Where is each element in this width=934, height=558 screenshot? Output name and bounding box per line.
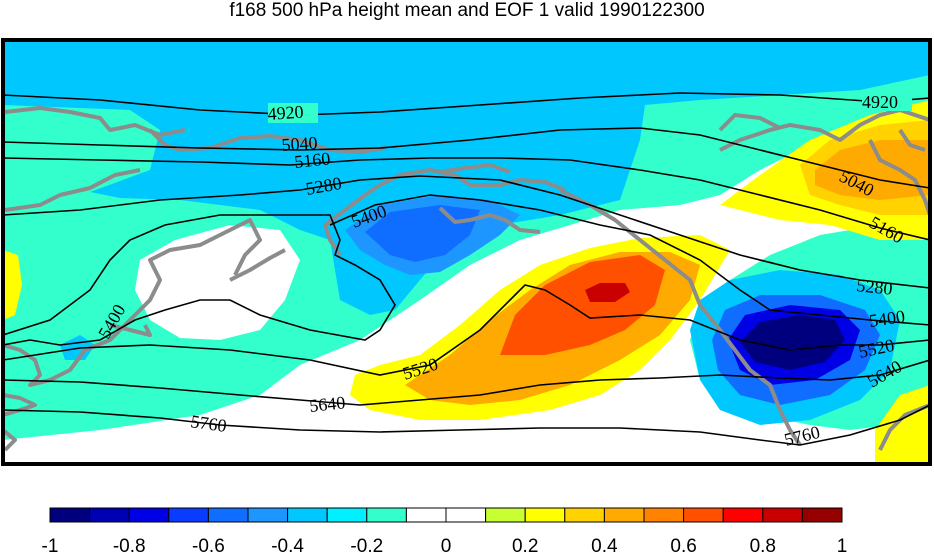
colorbar-bin (366, 507, 407, 523)
contour-5520 (3, 284, 930, 376)
contour-label: 5160 (293, 148, 331, 172)
contour-label: 4920 (267, 102, 304, 124)
contour-5160 (3, 157, 930, 241)
contour-5640 (3, 359, 930, 406)
contour-label: 5760 (189, 411, 227, 436)
colorbar-bin (683, 507, 724, 523)
colorbar-tick-label: -0.4 (271, 536, 304, 557)
colorbar-tick-label: 0 (440, 536, 452, 557)
colorbar-bin (524, 507, 566, 523)
colorbar-tick-label: 1 (836, 536, 848, 557)
colorbar-bin (564, 507, 605, 523)
contour-5040 (3, 127, 930, 189)
colorbar-bin (128, 507, 170, 523)
colorbar-tick-label: 0.6 (670, 536, 697, 557)
contour-label: 5040 (281, 133, 318, 155)
colorbar-bin (207, 507, 249, 523)
colorbar-tick-label: 0.8 (749, 536, 777, 557)
shading-neg-08-east (740, 315, 845, 370)
colorbar-bin (801, 507, 843, 523)
shading-pos-06 (500, 255, 665, 355)
shading-pos-08 (585, 283, 630, 302)
contour-4920 (3, 92, 930, 116)
colorbar-bin (168, 507, 209, 523)
colorbar-bin (89, 507, 130, 523)
colorbar-bin (722, 507, 764, 523)
map-frame (1, 38, 932, 466)
colorbar-bin (762, 507, 803, 523)
colorbar-bin (603, 507, 645, 523)
contour-5280 (3, 175, 930, 289)
chart-title: f168 500 hPa height mean and EOF 1 valid… (229, 0, 705, 21)
colorbar-tick-label: -1 (41, 536, 59, 557)
colorbar (49, 507, 843, 523)
colorbar-tick-label: 0.4 (591, 536, 618, 557)
shading-zero-west (135, 225, 300, 340)
colorbar-bin (326, 507, 368, 523)
shading-pos-06-east (815, 140, 930, 200)
colorbar-tick-label: -0.6 (192, 536, 225, 557)
shading-pos-02-west (3, 250, 22, 320)
colorbar-bin (405, 507, 447, 523)
colorbar-bin (247, 507, 289, 523)
contour-5400-b (329, 194, 930, 326)
contour-label: 5400 (868, 306, 906, 331)
contour-label: 5640 (308, 392, 346, 416)
shading-neg-02-left (3, 40, 130, 80)
colorbar-bin (445, 507, 487, 523)
colorbar-bin (49, 507, 91, 523)
contour-label: 4920 (862, 92, 898, 112)
height-contours (3, 92, 930, 446)
colorbar-bin (485, 507, 526, 523)
shading-pos-02-se (875, 385, 930, 464)
colorbar-bin (287, 507, 328, 523)
contour-label: 5280 (856, 275, 894, 299)
contour-5760 (3, 404, 930, 446)
colorbar-bin (643, 507, 685, 523)
coastlines (3, 106, 930, 452)
colorbar-tick-label: -0.2 (350, 536, 384, 557)
shading-neg-02 (3, 40, 930, 315)
colorbar-tick-label: -0.8 (112, 536, 146, 557)
colorbar-tick-label: 0.2 (511, 536, 539, 557)
contour-5400 (3, 214, 396, 346)
